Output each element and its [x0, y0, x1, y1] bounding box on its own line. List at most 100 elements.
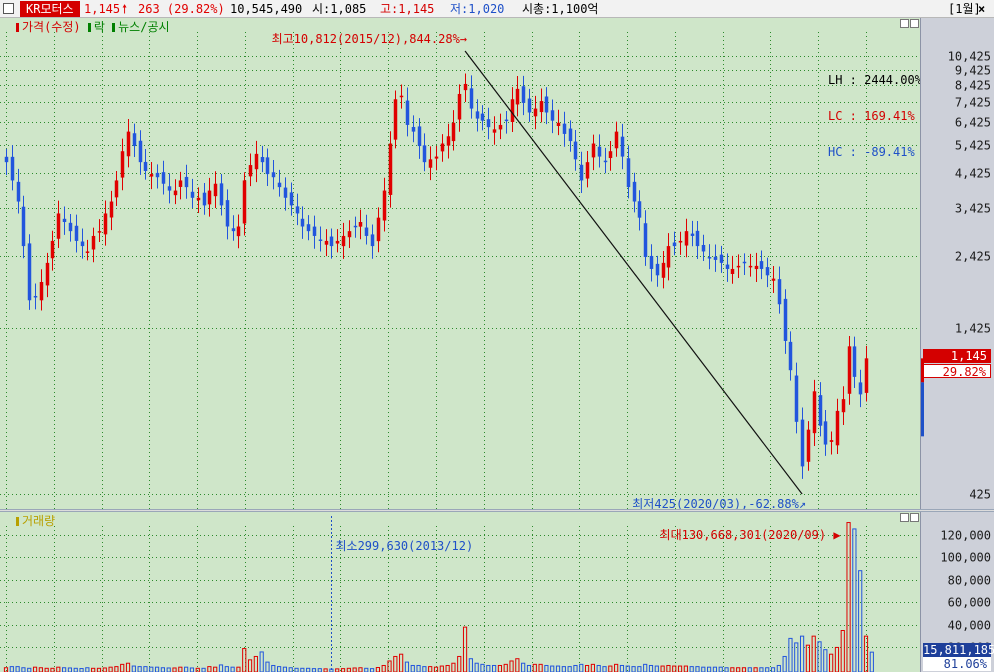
candle-body: [754, 265, 759, 270]
candle-body: [318, 239, 323, 241]
candle-body: [178, 180, 183, 187]
volume-bar: [736, 667, 741, 672]
volume-bar: [840, 630, 845, 672]
stock-name-button[interactable]: KR모터스: [20, 1, 80, 17]
candle-body: [405, 100, 410, 125]
volume-bar: [387, 660, 392, 672]
volume-bar: [218, 664, 224, 672]
period-selector[interactable]: [1월]: [948, 2, 981, 16]
volume-bar: [648, 664, 654, 672]
candle-body: [190, 191, 195, 198]
volume-bar: [189, 667, 195, 672]
volume-bar: [724, 667, 729, 672]
volume-chart[interactable]: 최소299,630(2013/12) 최대130,668,301(2020/09)…: [0, 512, 920, 672]
candle-body: [637, 201, 642, 218]
trend-line[interactable]: [464, 50, 803, 495]
candle-body: [173, 190, 178, 196]
candle-body: [701, 244, 706, 252]
candle-body: [399, 95, 404, 98]
up-arrow-icon: 🠕: [122, 2, 128, 16]
volume-bar: [67, 667, 73, 672]
volume-bar: [817, 641, 822, 672]
candle-body: [207, 190, 212, 205]
price-axis[interactable]: 10,425 9,425 8,425 7,425 6,425 5,425 4,425 3,42…: [920, 18, 994, 509]
candle-body: [265, 157, 270, 175]
volume-bar: [44, 667, 49, 672]
candle-body: [469, 88, 474, 109]
candle-body: [841, 399, 846, 413]
volume-bar: [799, 635, 805, 672]
volume-tick-label: 100,000: [940, 551, 991, 565]
volume-bar: [747, 667, 752, 672]
candle-body: [143, 161, 148, 171]
price-tick-label: 1,425: [955, 322, 991, 336]
candle-body: [690, 233, 695, 236]
candle-body: [533, 108, 538, 117]
volume-bar: [509, 660, 514, 672]
volume-bar: [672, 665, 677, 672]
volume-bar: [863, 635, 869, 672]
volume-bar: [770, 667, 776, 672]
candle-body: [562, 123, 567, 134]
legend-label-news: 뉴스/공시: [118, 20, 170, 34]
volume-bar: [462, 626, 468, 672]
volume-chart-panel[interactable]: 최소299,630(2013/12) 최대130,668,301(2020/09)…: [0, 512, 920, 672]
candle-body: [56, 213, 61, 239]
volume-bar: [352, 667, 357, 672]
candle-body: [283, 187, 288, 198]
price-tick-label: 2,425: [955, 250, 991, 264]
legend-item-news[interactable]: 뉴스/공시: [112, 20, 170, 34]
price-tick-label: 4,425: [955, 167, 991, 181]
candle-body: [62, 218, 67, 223]
minimize-panel-icon[interactable]: [900, 513, 909, 522]
candle-body: [388, 143, 393, 195]
trade-volume: 10,545,490: [230, 2, 303, 16]
volume-bar: [195, 667, 200, 672]
candle-body: [120, 151, 125, 178]
price-tick-label: 9,425: [955, 64, 991, 78]
down-strength-bar: [921, 382, 924, 437]
candle-body: [393, 99, 398, 140]
volume-bar: [858, 570, 863, 672]
candle-body: [759, 261, 764, 269]
volume-bar: [125, 662, 131, 672]
legend-item-lock[interactable]: 락: [87, 20, 105, 34]
candle-body: [695, 230, 700, 247]
legend-item-price[interactable]: 가격(수정): [16, 20, 81, 34]
volume-bar: [689, 666, 694, 672]
volume-tick-label: 120,000: [940, 529, 991, 543]
candle-body: [504, 119, 509, 122]
volume-bar: [596, 664, 601, 672]
volume-marker-icon: [16, 517, 19, 526]
price-chart[interactable]: 최고10,812(2015/12),844.28%→ 최저425(2020/03)…: [0, 18, 920, 509]
candle-body: [271, 172, 276, 178]
price-tick-label: 7,425: [955, 96, 991, 110]
candle-body: [155, 172, 160, 178]
price-chart-panel[interactable]: 최고10,812(2015/12),844.28%→ 최저425(2020/03)…: [0, 18, 920, 509]
volume-tick-label: 40,000: [948, 619, 991, 633]
candle-body: [829, 440, 834, 442]
volume-bar: [834, 646, 840, 672]
candle-body: [225, 200, 230, 227]
candle-body: [823, 421, 828, 445]
select-checkbox[interactable]: [3, 3, 14, 14]
volume-bar: [794, 642, 799, 672]
minimize-panel-icon[interactable]: [900, 19, 909, 28]
candle-body: [289, 192, 294, 206]
volume-bar: [242, 648, 247, 672]
volume-bar: [503, 663, 508, 672]
close-icon[interactable]: ×: [978, 2, 986, 16]
maximize-panel-icon[interactable]: [910, 513, 919, 522]
candle-body: [608, 151, 613, 159]
volume-bar: [765, 667, 770, 672]
volume-bar: [236, 666, 241, 672]
volume-bar: [532, 663, 537, 672]
candle-body: [417, 126, 422, 147]
maximize-panel-icon[interactable]: [910, 19, 919, 28]
panel-splitter[interactable]: [0, 509, 994, 512]
candle-body: [684, 231, 689, 246]
candle-body: [725, 264, 730, 269]
volume-legend[interactable]: 거래량: [16, 514, 55, 528]
